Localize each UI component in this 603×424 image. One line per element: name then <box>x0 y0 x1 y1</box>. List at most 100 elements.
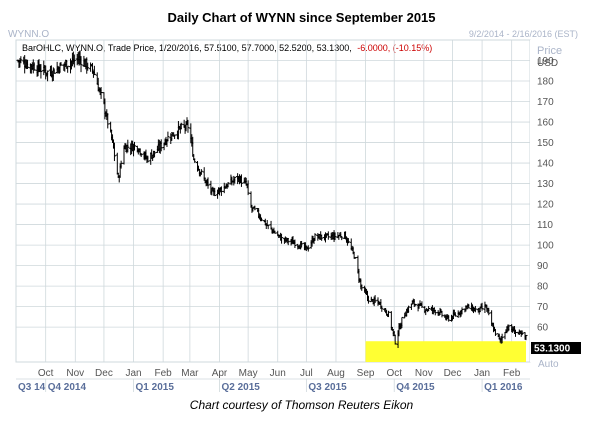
ohlc-bar <box>447 315 451 322</box>
x-month-label: Jan <box>125 368 141 379</box>
ohlc-bar <box>72 54 76 68</box>
ohlc-bar <box>427 306 431 312</box>
ohlc-bar <box>46 70 50 82</box>
series-info: BarOHLC, WYNN.O, Trade Price, 1/20/2016,… <box>22 43 432 53</box>
ohlc-bar <box>86 62 90 71</box>
ohlc-bar <box>52 69 56 74</box>
chart-date-range: 9/2/2014 - 2/16/2016 (EST) <box>469 29 578 39</box>
ohlc-bar <box>233 176 237 184</box>
auto-scale-button[interactable]: Auto <box>538 359 559 370</box>
ohlc-bar <box>259 217 263 222</box>
ohlc-bar <box>320 235 324 241</box>
y-tick-label: 160 <box>537 118 554 129</box>
y-tick-label: 90 <box>537 261 549 272</box>
ohlc-bar <box>291 236 295 245</box>
ohlc-bar <box>153 150 157 158</box>
ohlc-bar <box>300 240 304 248</box>
x-month-label: Feb <box>155 368 173 379</box>
x-quarter-label: Q1 2015 <box>136 382 175 393</box>
y-tick-label: 60 <box>537 323 549 334</box>
y-tick-label: 100 <box>537 241 554 252</box>
ohlc-bar <box>79 56 83 73</box>
ohlc-bar <box>460 307 464 315</box>
currency-label: USD <box>537 58 558 69</box>
ohlc-bar <box>286 238 290 246</box>
ohlc-bar <box>132 141 136 151</box>
ohlc-bar <box>360 284 364 291</box>
last-price-label: 53.1300 <box>534 344 571 355</box>
ohlc-bar <box>373 295 377 304</box>
y-tick-label: 150 <box>537 138 554 149</box>
x-quarter-label: Q2 2015 <box>221 382 260 393</box>
ohlc-bar <box>353 257 357 260</box>
x-quarter-label: Q4 2015 <box>396 382 435 393</box>
ohlc-bar <box>119 160 123 169</box>
ohlc-bar <box>99 87 103 99</box>
x-quarter-label: Q1 2016 <box>484 382 523 393</box>
x-month-label: Mar <box>181 368 199 379</box>
chart-caption: Chart courtesy of Thomson Reuters Eikon <box>189 398 414 412</box>
ohlc-bar <box>507 324 511 331</box>
ohlc-bar <box>226 182 230 187</box>
ohlc-bar <box>92 65 96 76</box>
ohlc-bar <box>173 134 177 140</box>
ohlc-bar <box>500 333 504 344</box>
ohlc-bar <box>280 233 284 244</box>
ohlc-bar <box>333 232 337 241</box>
ohlc-bar <box>206 177 210 189</box>
time-axis: Oct Nov Dec Jan Feb Mar Apr May Jun Jul Aug Sep Oct N… <box>16 368 530 393</box>
ohlc-bars <box>16 50 528 348</box>
ohlc-bar <box>112 142 116 162</box>
ohlc-bar <box>493 328 497 336</box>
x-month-label: Dec <box>444 368 462 379</box>
x-month-label: Nov <box>415 368 433 379</box>
ohlc-bar <box>340 236 344 241</box>
chart-symbol: WYNN.O <box>8 29 49 40</box>
x-month-label: May <box>239 368 258 379</box>
last-price-badge <box>531 342 581 354</box>
ohlc-bar <box>239 174 243 187</box>
page-title: Daily Chart of WYNN since September 2015 <box>167 10 436 25</box>
x-month-label: Apr <box>212 368 228 379</box>
ohlc-bar <box>420 301 424 309</box>
x-month-label: Jan <box>474 368 490 379</box>
ohlc-bar <box>400 316 404 329</box>
price-axis-panel <box>530 40 584 362</box>
ohlc-bar <box>159 139 163 152</box>
ohlc-bar <box>313 233 317 241</box>
ohlc-bar <box>480 302 484 311</box>
ohlc-bar <box>66 65 70 73</box>
ohlc-bar <box>246 180 250 196</box>
ohlc-bar <box>393 334 397 345</box>
y-tick-label: 130 <box>537 179 554 190</box>
ohlc-bar <box>32 62 36 71</box>
x-quarter-label: Q4 2014 <box>48 382 87 393</box>
x-month-label: Nov <box>66 368 84 379</box>
ohlc-bar <box>222 182 226 194</box>
ohlc-bar <box>51 67 55 81</box>
ohlc-bar <box>407 305 411 313</box>
y-tick-label: 140 <box>537 159 554 170</box>
ohlc-bar <box>380 305 384 312</box>
ohlc-bar <box>266 224 270 230</box>
ohlc-bar <box>219 186 223 196</box>
ohlc-bar <box>273 230 277 234</box>
y-tick-label: 80 <box>537 282 549 293</box>
ohlc-bar <box>90 62 94 74</box>
ohlc-bar <box>146 155 150 163</box>
ohlc-bar <box>524 334 528 341</box>
x-month-label: Aug <box>327 368 345 379</box>
y-tick-label: 70 <box>537 302 549 313</box>
ohlc-bar <box>386 310 390 318</box>
ohlc-bar <box>126 139 130 153</box>
ohlc-bar <box>453 312 457 317</box>
x-month-label: Oct <box>386 368 402 379</box>
ohlc-bar <box>440 310 444 318</box>
ohlc-bar <box>26 59 30 70</box>
x-month-label: Dec <box>95 368 113 379</box>
ohlc-bar <box>346 238 350 244</box>
y-tick-label: 120 <box>537 200 554 211</box>
series-change: -6.0000, (-10.15%) <box>357 43 432 53</box>
ohlc-bar <box>139 153 143 157</box>
x-month-label: Feb <box>503 368 521 379</box>
